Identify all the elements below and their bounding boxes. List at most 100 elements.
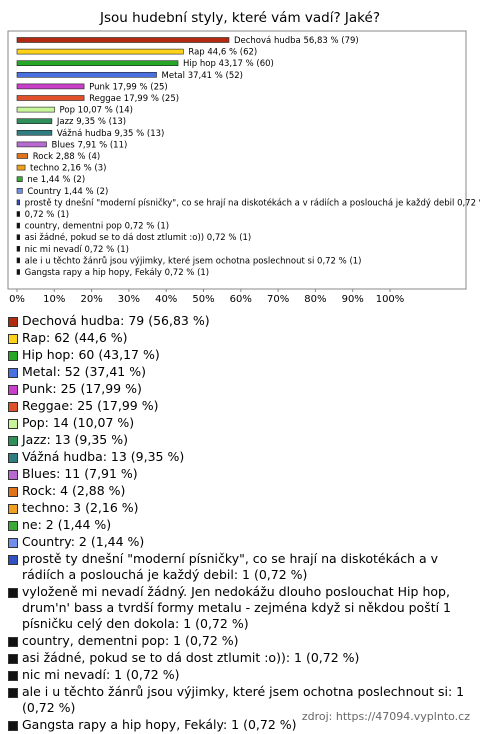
bar: [16, 106, 55, 113]
value-label: 0,72 % (1): [84, 244, 128, 254]
legend-item: ne: 2 (1,44 %): [6, 517, 472, 533]
bar: [16, 211, 20, 217]
bar-category: country, dementni pop: [25, 221, 122, 231]
legend-swatch: [8, 453, 18, 463]
legend-item: Hip hop: 60 (43,17 %): [6, 347, 472, 363]
value-label: 0,72 % (1): [25, 210, 69, 220]
legend-item: vyloženě mi nevadí žádný. Jen nedokážu d…: [6, 584, 472, 632]
legend-label: prostě ty dnešní "moderní písničky", co …: [22, 551, 439, 582]
bar: [16, 141, 47, 148]
value-label: 44,6 % (62): [207, 47, 257, 57]
x-tick-label: 60%: [230, 294, 252, 305]
x-tick-label: 0%: [9, 294, 25, 305]
x-tick-label: 80%: [304, 294, 326, 305]
legend-label: vyloženě mi nevadí žádný. Jen nedokážu d…: [22, 584, 452, 631]
bar-label: Punk 17,99 % (25): [89, 82, 168, 92]
value-label: 10,07 % (14): [78, 105, 133, 115]
bar-label: Vážná hudba 9,35 % (13): [57, 128, 164, 138]
legend-swatch: [8, 555, 18, 565]
bar-category: Rock: [33, 152, 53, 162]
value-label: 17,99 % (25): [112, 82, 167, 92]
bar-label: ale i u těchto žánrů jsou výjimky, které…: [25, 255, 362, 266]
legend-swatch: [8, 637, 18, 647]
bar-label: Dechová hudba 56,83 % (79): [234, 36, 359, 46]
legend-item: Dechová hudba: 79 (56,83 %): [6, 313, 472, 329]
legend-swatch: [8, 521, 18, 531]
legend-label: nic mi nevadí: 1 (0,72 %): [22, 667, 180, 682]
legend-label: country, dementni pop: 1 (0,72 %): [22, 633, 239, 648]
legend-item: nic mi nevadí: 1 (0,72 %): [6, 667, 472, 683]
bar-label: ne 1,44 % (2): [27, 175, 85, 185]
legend-swatch: [8, 317, 18, 327]
value-label: 9,35 % (13): [114, 128, 164, 138]
x-tick-label: 50%: [192, 294, 214, 305]
legend-item: Reggae: 25 (17,99 %): [6, 398, 472, 414]
bar: [16, 37, 230, 43]
bar-label: Gangsta rapy a hip hopy, Fekály 0,72 % (…: [25, 268, 209, 278]
legend-item: Vážná hudba: 13 (9,35 %): [6, 449, 472, 465]
bar: [16, 60, 179, 67]
bar-category: Dechová hudba: [234, 36, 301, 46]
bar-category: Pop: [60, 105, 75, 115]
legend-label: Country: 2 (1,44 %): [22, 534, 145, 549]
legend-item: country, dementni pop: 1 (0,72 %): [6, 633, 472, 649]
value-label: 1,44 % (2): [64, 186, 108, 196]
bar: [16, 164, 26, 171]
value-label: 2,16 % (3): [62, 163, 106, 173]
value-label: 7,91 % (11): [77, 140, 127, 150]
bar-label: Jazz 9,35 % (13): [56, 117, 126, 127]
legend-swatch: [8, 351, 18, 361]
legend-swatch: [8, 368, 18, 378]
legend-item: prostě ty dnešní "moderní písničky", co …: [6, 551, 472, 583]
bar-category: Gangsta rapy a hip hopy, Fekály: [25, 268, 162, 278]
bar-category: techno: [30, 163, 59, 173]
bar: [16, 72, 157, 78]
bar: [16, 199, 20, 206]
legend-label: ale i u těchto žánrů jsou výjimky, které…: [22, 684, 465, 715]
legend-swatch: [8, 588, 18, 598]
bar: [16, 176, 23, 182]
x-tick-label: 20%: [80, 294, 102, 305]
legend-swatch: [8, 688, 18, 698]
legend-item: Pop: 14 (10,07 %): [6, 415, 472, 431]
legend-swatch: [8, 654, 18, 664]
legend-label: Rock: 4 (2,88 %): [22, 483, 126, 498]
value-label: 0,72 % (1): [457, 198, 480, 208]
legend-swatch: [8, 402, 18, 412]
bar-category: Vážná hudba: [57, 128, 112, 138]
legend-item: Country: 2 (1,44 %): [6, 534, 472, 550]
bar-label: Country 1,44 % (2): [27, 186, 108, 196]
legend-item: Punk: 25 (17,99 %): [6, 381, 472, 397]
legend-swatch: [8, 721, 18, 731]
bar-category: Hip hop: [183, 59, 216, 69]
bar: [16, 257, 20, 264]
bar-label: 0,72 % (1): [25, 210, 69, 220]
bar-label: prostě ty dnešní "moderní písničky", co …: [25, 197, 480, 208]
bar: [16, 130, 53, 136]
bar-category: Reggae: [89, 94, 121, 104]
bar: [16, 246, 20, 252]
x-tick-label: 10%: [43, 294, 65, 305]
bar-label: Reggae 17,99 % (25): [89, 94, 179, 104]
legend-item: ale i u těchto žánrů jsou výjimky, které…: [6, 684, 472, 716]
bar-label: asi žádné, pokud se to dá dost ztlumit :…: [25, 232, 252, 243]
x-tick-label: 30%: [118, 294, 140, 305]
bar-label: Hip hop 43,17 % (60): [183, 59, 274, 69]
bar: [16, 188, 23, 194]
bar-label: Rock 2,88 % (4): [33, 152, 100, 162]
bar: [16, 269, 20, 275]
x-tick-label: 90%: [342, 294, 364, 305]
legend-label: Reggae: 25 (17,99 %): [22, 398, 159, 413]
chart-title: Jsou hudební styly, které vám vadí? Jaké…: [99, 10, 380, 26]
bar-label: country, dementni pop 0,72 % (1): [25, 221, 169, 231]
value-label: 0,72 % (1): [317, 256, 361, 266]
legend-label: Jazz: 13 (9,35 %): [22, 432, 128, 447]
value-label: 0,72 % (1): [165, 268, 209, 278]
bar-category: Jazz: [56, 117, 74, 127]
legend-swatch: [8, 487, 18, 497]
bar-category: prostě ty dnešní "moderní písničky", co …: [25, 197, 455, 208]
legend-label: techno: 3 (2,16 %): [22, 500, 139, 515]
plot-frame: [7, 30, 467, 290]
bar-category: ale i u těchto žánrů jsou výjimky, které…: [25, 255, 315, 266]
legend-label: asi žádné, pokud se to dá dost ztlumit :…: [22, 650, 360, 665]
